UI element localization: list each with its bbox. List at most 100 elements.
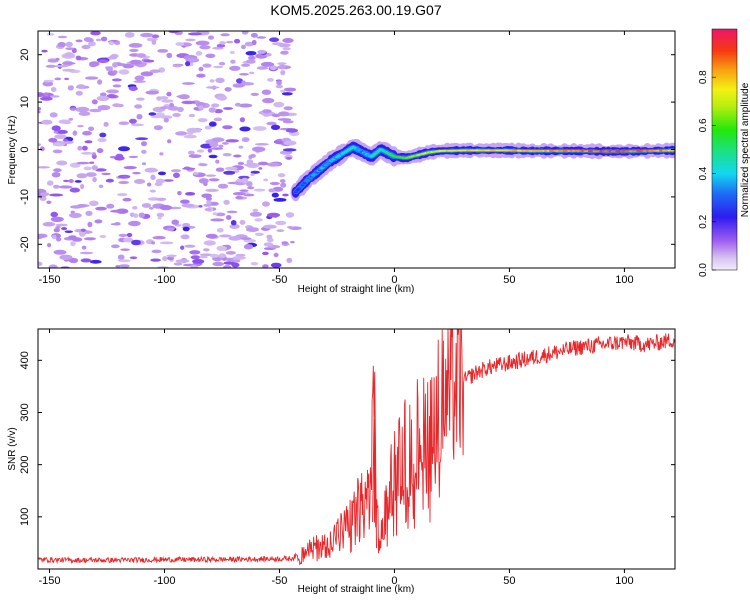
- heatmap-noise-speck: [91, 165, 99, 171]
- heatmap-noise-speck: [161, 99, 174, 103]
- heatmap-noise-speck: [277, 118, 292, 121]
- heatmap-y-tick-label: 20: [19, 49, 31, 61]
- heatmap-noise-speck: [49, 95, 60, 98]
- heatmap-noise-speck: [97, 79, 103, 85]
- heatmap-noise-speck: [198, 105, 204, 110]
- snr-spike: [372, 371, 377, 549]
- heatmap-noise-speck: [52, 149, 63, 154]
- heatmap-noise-speck: [235, 195, 243, 200]
- heatmap-noise-speck: [217, 95, 227, 101]
- heatmap-noise-speck: [141, 162, 147, 166]
- heatmap-noise-speck: [151, 39, 157, 45]
- heatmap-noise-speck: [260, 61, 275, 67]
- heatmap-noise-speck: [280, 89, 285, 93]
- heatmap-noise-speck: [269, 37, 280, 42]
- heatmap-noise-speck: [57, 129, 68, 134]
- heatmap-noise-speck: [89, 108, 102, 113]
- heatmap-noise-speck: [124, 32, 135, 38]
- heatmap-noise-speck: [84, 237, 96, 241]
- heatmap-noise-speck: [276, 229, 285, 233]
- heatmap-noise-speck: [74, 180, 82, 183]
- heatmap-noise-speck: [122, 175, 130, 179]
- snr-y-tick-label: 200: [19, 455, 31, 473]
- heatmap-noise-speck: [185, 38, 196, 42]
- heatmap-noise-speck: [163, 117, 169, 123]
- heatmap-noise-speck: [181, 100, 196, 105]
- heatmap-noise-speck: [72, 130, 78, 136]
- heatmap-noise-speck: [38, 261, 43, 267]
- heatmap-noise-speck: [59, 254, 73, 260]
- heatmap-noise-speck: [175, 259, 190, 263]
- heatmap-noise-speck: [65, 47, 75, 50]
- heatmap-noise-speck: [181, 82, 195, 85]
- heatmap-noise-speck: [252, 208, 259, 213]
- heatmap-noise-speck: [176, 95, 188, 98]
- heatmap-noise-speck: [131, 239, 141, 246]
- heatmap-noise-speck: [128, 220, 141, 227]
- heatmap-noise-speck: [64, 230, 74, 233]
- heatmap-noise-speck: [80, 228, 86, 232]
- heatmap-noise-speck: [88, 126, 95, 132]
- heatmap-noise-speck: [38, 110, 41, 114]
- heatmap-noise-speck: [118, 69, 130, 75]
- heatmap-noise-speck: [203, 248, 210, 252]
- heatmap-noise-speck: [281, 241, 289, 245]
- heatmap-noise-speck: [216, 228, 224, 233]
- heatmap-noise-speck: [77, 145, 83, 151]
- heatmap-noise-speck: [276, 80, 282, 86]
- heatmap-noise-speck: [285, 157, 292, 160]
- heatmap-noise-speck: [114, 156, 125, 161]
- heatmap-noise-speck: [262, 97, 275, 104]
- heatmap-noise-speck: [186, 127, 200, 133]
- heatmap-noise-speck: [140, 32, 154, 38]
- heatmap-noise-speck: [219, 41, 226, 45]
- heatmap-noise-speck: [281, 92, 293, 96]
- heatmap-noise-speck: [117, 259, 131, 263]
- heatmap-noise-speck: [90, 31, 101, 36]
- heatmap-noise-speck: [250, 92, 259, 96]
- heatmap-noise-speck: [249, 211, 262, 217]
- heatmap-noise-speck: [110, 223, 121, 226]
- heatmap-noise-speck: [117, 254, 125, 260]
- heatmap-noise-speck: [272, 186, 284, 192]
- heatmap-noise-speck: [206, 86, 220, 89]
- heatmap-noise-speck: [239, 219, 246, 225]
- heatmap-noise-speck: [185, 61, 191, 67]
- colorbar-label: Normalized spectral amplitude: [740, 82, 750, 217]
- heatmap-noise-speck: [241, 80, 246, 84]
- heatmap-noise-speck: [81, 245, 87, 250]
- heatmap-noise-speck: [87, 221, 93, 228]
- heatmap-noise-speck: [118, 233, 128, 237]
- heatmap-noise-speck: [112, 70, 118, 74]
- heatmap-noise-speck: [68, 179, 74, 183]
- heatmap-noise-speck: [160, 106, 169, 110]
- heatmap-noise-speck: [250, 262, 259, 266]
- heatmap-noise-speck: [204, 125, 212, 130]
- heatmap-noise-speck: [76, 161, 90, 165]
- heatmap-noise-speck: [85, 172, 97, 177]
- heatmap-noise-speck: [205, 196, 212, 201]
- heatmap-noise-speck: [192, 259, 205, 264]
- heatmap-noise-speck: [58, 119, 71, 124]
- heatmap-noise-speck: [188, 113, 195, 118]
- heatmap-noise-speck: [279, 150, 293, 155]
- heatmap-noise-speck: [171, 219, 179, 225]
- heatmap-noise-speck: [290, 240, 295, 244]
- heatmap-noise-speck: [103, 121, 109, 127]
- heatmap-noise-speck: [48, 264, 58, 268]
- heatmap-noise-speck: [280, 70, 286, 76]
- snr-frame: [37, 328, 676, 570]
- heatmap-noise-speck: [147, 182, 152, 187]
- heatmap-y-axis-label: Frequency (Hz): [7, 116, 18, 185]
- heatmap-noise-speck: [199, 163, 208, 167]
- heatmap-noise-speck: [199, 253, 213, 257]
- heatmap-noise-speck: [45, 64, 57, 68]
- snr-y-tick-label: 300: [19, 403, 31, 421]
- snr-x-axis-label: Height of straight line (km): [298, 584, 415, 595]
- heatmap-noise-speck: [222, 125, 233, 130]
- heatmap-noise-speck: [203, 240, 216, 246]
- heatmap-noise-speck: [210, 147, 224, 150]
- heatmap-noise-speck: [228, 236, 242, 241]
- heatmap-noise-speck: [269, 65, 277, 71]
- heatmap-noise-speck: [237, 161, 245, 166]
